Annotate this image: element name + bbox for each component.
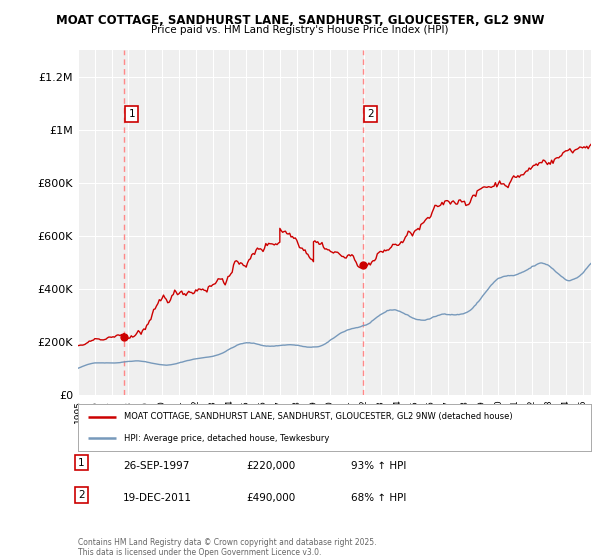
- Text: 26-SEP-1997: 26-SEP-1997: [123, 461, 190, 471]
- Text: 2: 2: [367, 109, 374, 119]
- Text: 1: 1: [128, 109, 135, 119]
- Text: MOAT COTTAGE, SANDHURST LANE, SANDHURST, GLOUCESTER, GL2 9NW: MOAT COTTAGE, SANDHURST LANE, SANDHURST,…: [56, 14, 544, 27]
- Point: [358, 260, 368, 269]
- Text: Contains HM Land Registry data © Crown copyright and database right 2025.
This d: Contains HM Land Registry data © Crown c…: [78, 538, 377, 557]
- Text: Price paid vs. HM Land Registry's House Price Index (HPI): Price paid vs. HM Land Registry's House …: [151, 25, 449, 35]
- Text: MOAT COTTAGE, SANDHURST LANE, SANDHURST, GLOUCESTER, GL2 9NW (detached house): MOAT COTTAGE, SANDHURST LANE, SANDHURST,…: [124, 412, 513, 421]
- Text: 68% ↑ HPI: 68% ↑ HPI: [351, 493, 406, 503]
- Text: HPI: Average price, detached house, Tewkesbury: HPI: Average price, detached house, Tewk…: [124, 434, 329, 443]
- Text: £490,000: £490,000: [246, 493, 295, 503]
- Text: 1: 1: [78, 458, 85, 468]
- Text: £220,000: £220,000: [246, 461, 295, 471]
- Point: [119, 332, 129, 341]
- Text: 2: 2: [78, 490, 85, 500]
- Text: 19-DEC-2011: 19-DEC-2011: [123, 493, 192, 503]
- Text: 93% ↑ HPI: 93% ↑ HPI: [351, 461, 406, 471]
